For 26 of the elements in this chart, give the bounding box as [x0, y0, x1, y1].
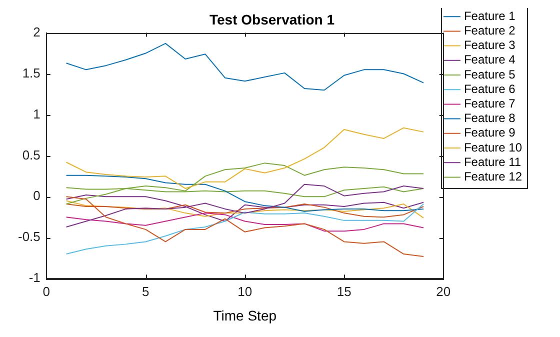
legend-label: Feature 9: [464, 126, 516, 140]
legend-label: Feature 10: [464, 140, 522, 154]
legend-label: Feature 7: [464, 96, 516, 111]
x-axis-title: Time Step: [213, 307, 277, 324]
legend-label: Feature 4: [464, 52, 516, 67]
legend-label: Feature 8: [464, 111, 516, 126]
y-tick-label: 1.5: [22, 65, 40, 80]
legend-label: Feature 6: [464, 82, 516, 96]
x-tick-label: 0: [42, 284, 50, 299]
legend-label: Feature 11: [464, 154, 522, 169]
chart-title: Test Observation 1: [209, 11, 335, 28]
legend-label: Feature 3: [464, 38, 516, 52]
y-tick-label: 0: [33, 188, 40, 204]
legend-label: Feature 1: [464, 8, 516, 23]
y-tick-label: -0.5: [18, 229, 40, 244]
x-tick-label: 15: [336, 284, 352, 299]
x-tick-label: 10: [238, 284, 252, 299]
x-tick-label: 5: [142, 284, 150, 299]
legend-label: Feature 5: [464, 67, 516, 82]
y-tick-label: 0.5: [22, 147, 40, 162]
y-tick-label: 1: [33, 106, 40, 122]
y-tick-label: -1: [28, 270, 40, 286]
legend-label: Feature 12: [464, 170, 522, 184]
y-tick-label: 2: [33, 24, 40, 40]
x-tick-label: 20: [436, 284, 451, 299]
legend-label: Feature 2: [464, 24, 516, 38]
